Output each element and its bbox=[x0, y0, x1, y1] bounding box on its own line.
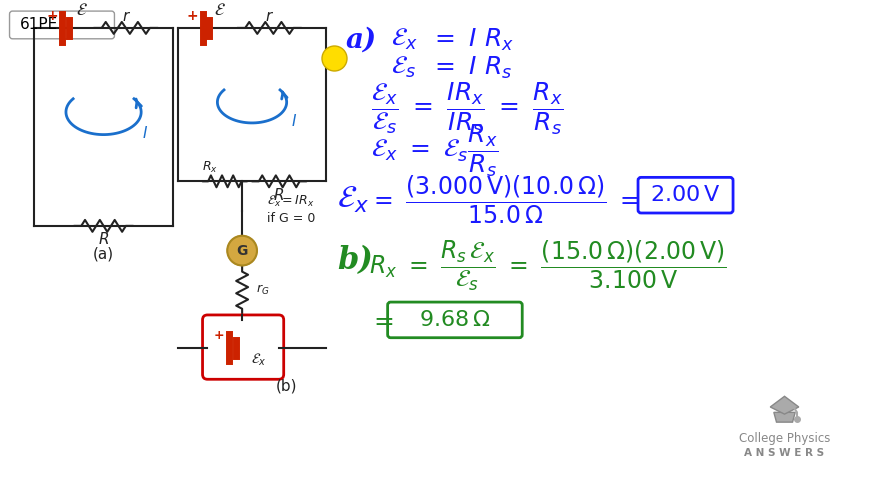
Text: A N S W E R S: A N S W E R S bbox=[745, 448, 824, 458]
Text: $R_x \ = \ \dfrac{R_s\,\mathcal{E}_x}{\mathcal{E}_s} \ = \ \dfrac{(15.0\,\Omega): $R_x \ = \ \dfrac{R_s\,\mathcal{E}_x}{\m… bbox=[369, 238, 727, 293]
Text: b): b) bbox=[337, 245, 373, 276]
Text: R: R bbox=[273, 188, 284, 203]
Text: $\mathcal{E}$: $\mathcal{E}$ bbox=[76, 1, 88, 19]
FancyBboxPatch shape bbox=[638, 178, 733, 213]
Text: a): a) bbox=[346, 26, 377, 53]
Text: $= \ \dfrac{(3.000\,\mathrm{V})(10.0\,\Omega)}{15.0\,\Omega} \ = $: $= \ \dfrac{(3.000\,\mathrm{V})(10.0\,\O… bbox=[369, 174, 639, 226]
Text: $\mathcal{E}_x$: $\mathcal{E}_x$ bbox=[371, 138, 397, 163]
Text: College Physics: College Physics bbox=[739, 432, 831, 445]
Text: (a): (a) bbox=[93, 246, 114, 261]
Text: $R_x$: $R_x$ bbox=[202, 160, 219, 175]
Text: +: + bbox=[214, 329, 225, 342]
Text: $= \ \mathcal{E}_s \dfrac{R_x}{R_s}$: $= \ \mathcal{E}_s \dfrac{R_x}{R_s}$ bbox=[406, 123, 498, 179]
FancyBboxPatch shape bbox=[388, 302, 522, 338]
Text: $= \ I \ R_x$: $= \ I \ R_x$ bbox=[430, 27, 514, 53]
Text: $\mathcal{E}$: $\mathcal{E}$ bbox=[214, 1, 227, 19]
Text: $\dfrac{\mathcal{E}_x}{\mathcal{E}_s}$: $\dfrac{\mathcal{E}_x}{\mathcal{E}_s}$ bbox=[371, 82, 398, 136]
Text: r: r bbox=[266, 9, 272, 24]
Text: $\mathcal{E}_x$: $\mathcal{E}_x$ bbox=[391, 27, 418, 52]
Text: I: I bbox=[291, 115, 296, 129]
Text: $= $: $= $ bbox=[369, 308, 394, 332]
Text: $\mathcal{E}_x$: $\mathcal{E}_x$ bbox=[337, 185, 369, 215]
Text: R: R bbox=[99, 232, 109, 247]
FancyBboxPatch shape bbox=[10, 11, 115, 39]
Text: $= \ I \ R_s$: $= \ I \ R_s$ bbox=[430, 54, 513, 80]
Text: (b): (b) bbox=[276, 379, 297, 394]
Text: $9.68\,\Omega$: $9.68\,\Omega$ bbox=[419, 310, 491, 330]
Text: $\mathcal{E}_x = IR_x$: $\mathcal{E}_x = IR_x$ bbox=[267, 194, 314, 209]
Circle shape bbox=[228, 236, 257, 266]
Text: 61PE: 61PE bbox=[20, 18, 57, 33]
Text: +: + bbox=[187, 9, 198, 23]
Text: $\mathcal{E}_s$: $\mathcal{E}_s$ bbox=[391, 55, 416, 80]
Text: G: G bbox=[237, 243, 248, 258]
Text: $2.00\,\mathrm{V}$: $2.00\,\mathrm{V}$ bbox=[650, 185, 720, 205]
Text: +: + bbox=[47, 9, 58, 23]
Text: I: I bbox=[142, 126, 147, 141]
Polygon shape bbox=[774, 412, 796, 422]
FancyBboxPatch shape bbox=[202, 315, 284, 379]
Text: $r_G$: $r_G$ bbox=[256, 283, 270, 297]
Text: if G = 0: if G = 0 bbox=[267, 212, 315, 225]
Text: $\mathcal{E}_x$: $\mathcal{E}_x$ bbox=[251, 351, 267, 368]
Polygon shape bbox=[771, 396, 798, 414]
Text: $= \ \dfrac{I R_x}{I R_s} \ = \ \dfrac{R_x}{R_s}$: $= \ \dfrac{I R_x}{I R_s} \ = \ \dfrac{R… bbox=[409, 81, 564, 137]
Text: r: r bbox=[122, 9, 128, 24]
